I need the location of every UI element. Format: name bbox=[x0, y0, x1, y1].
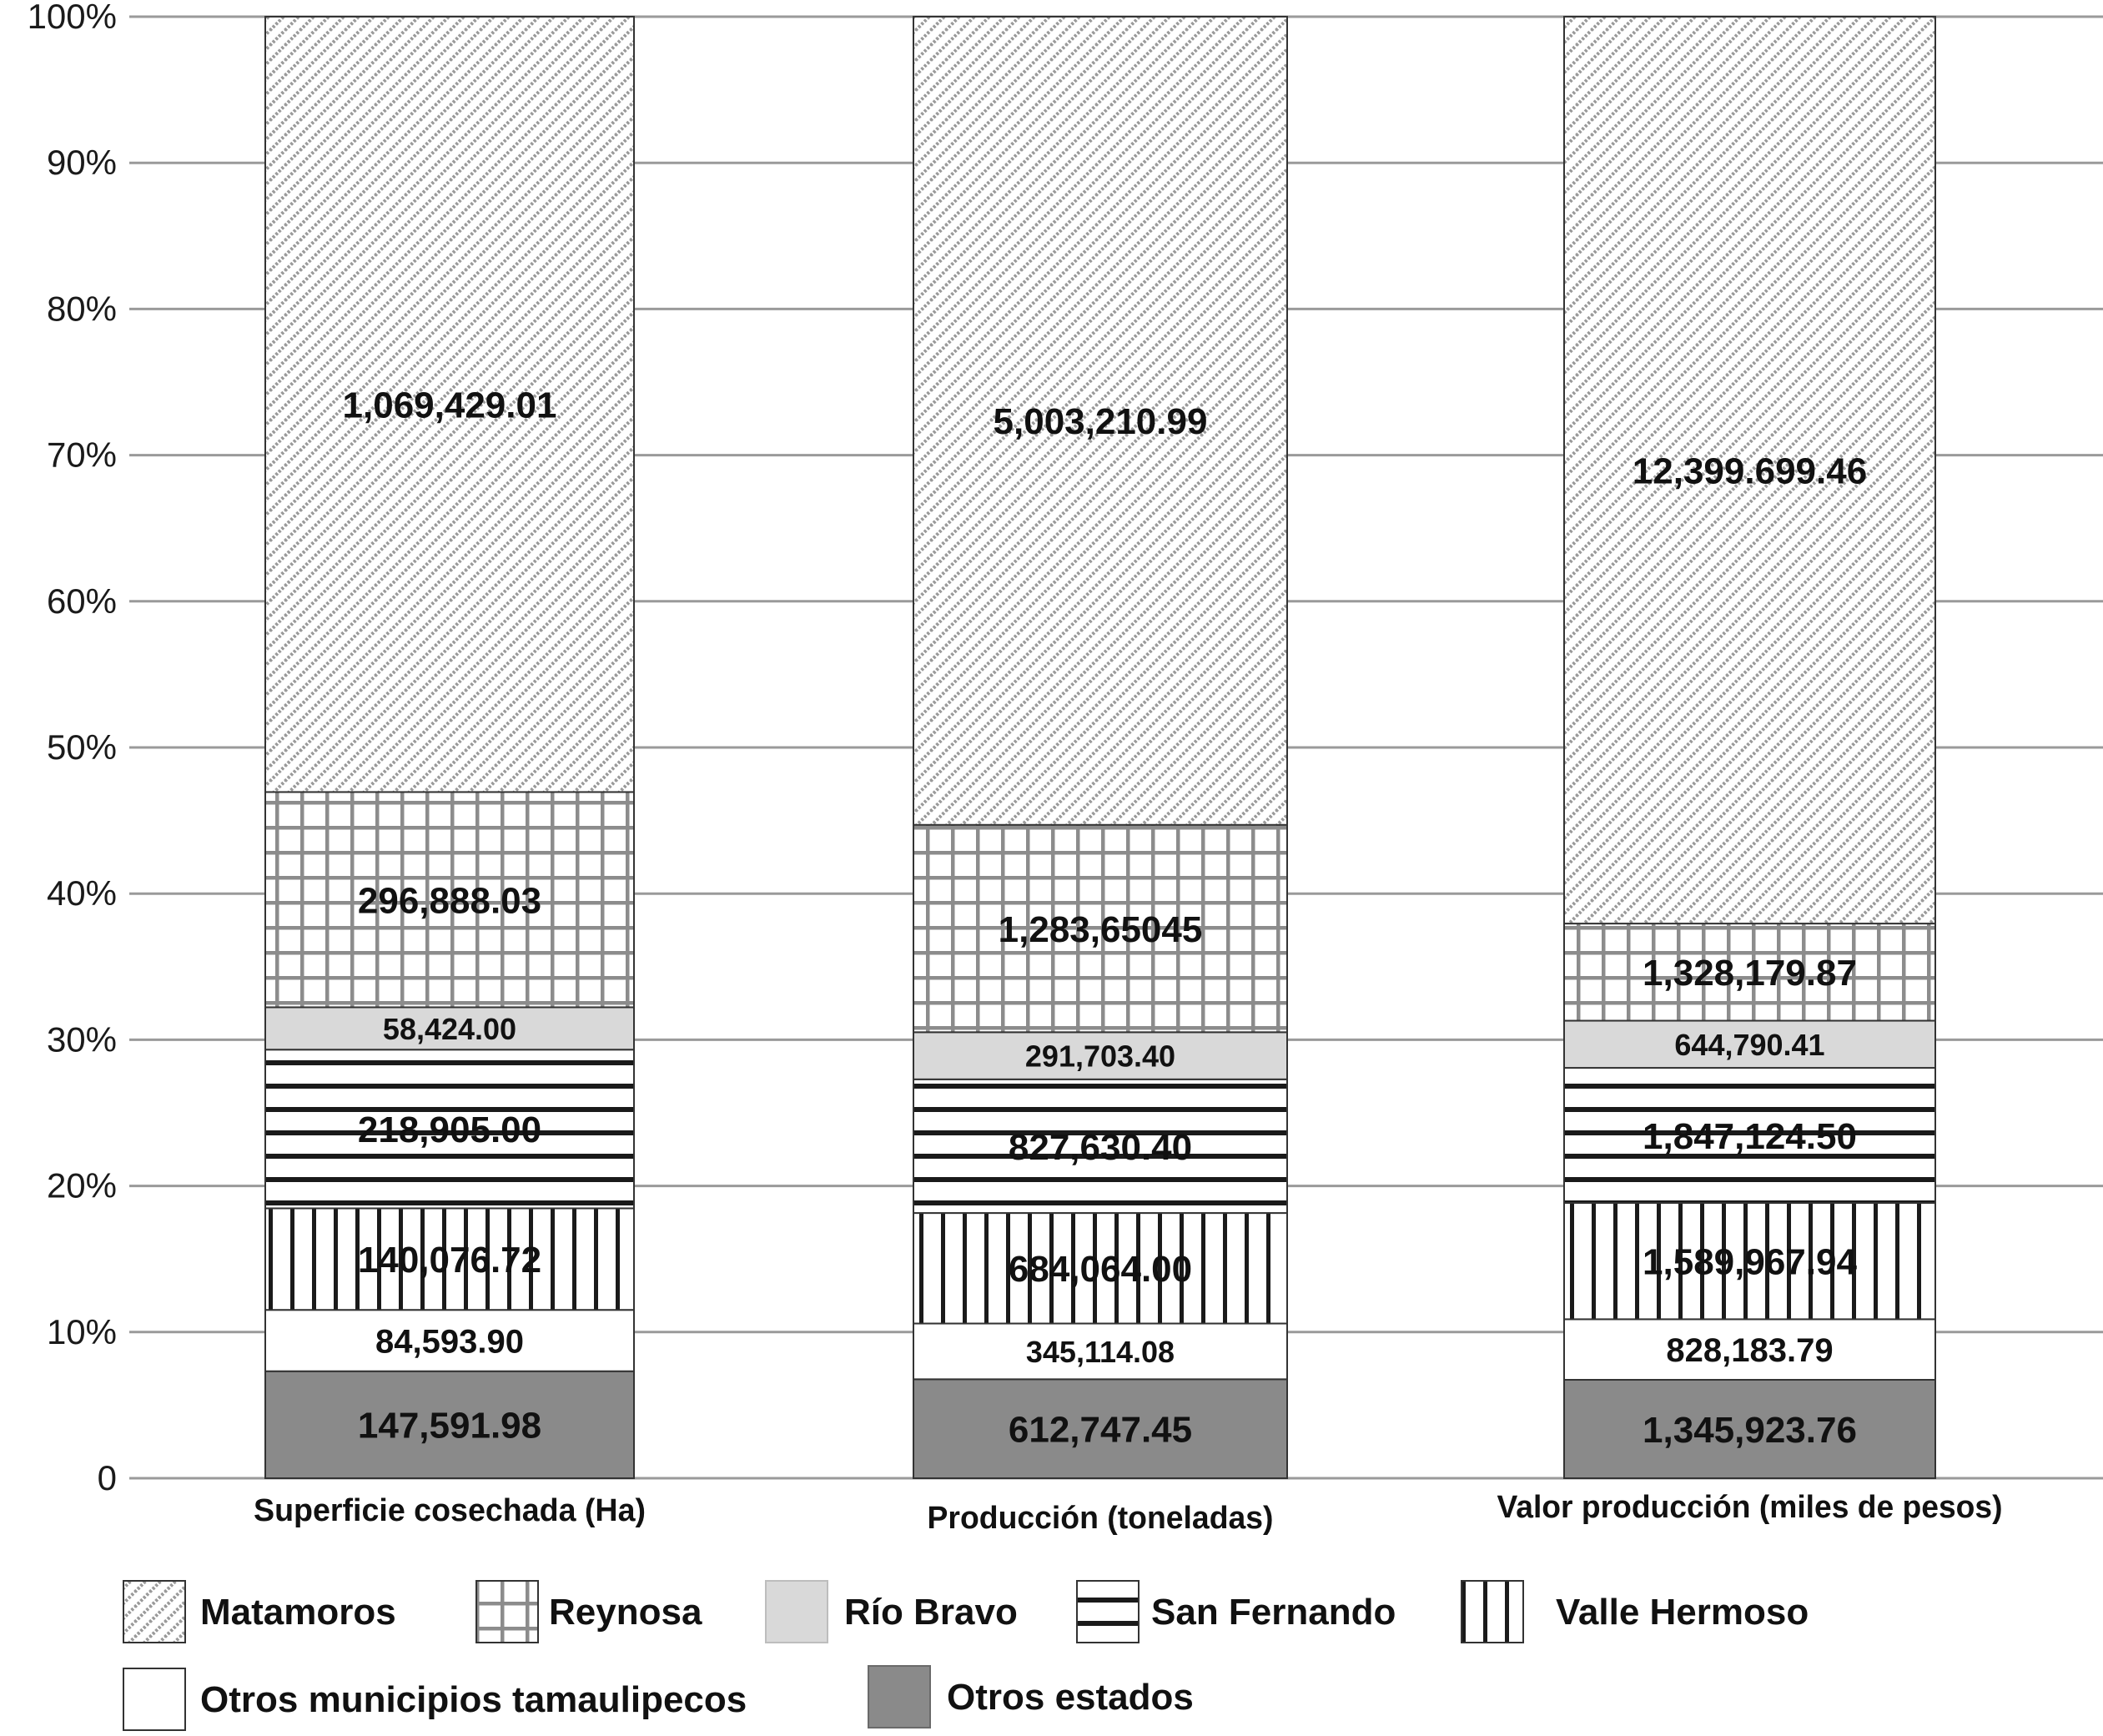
bar-segment-otros-estados bbox=[913, 1378, 1288, 1480]
bar-segment-otros-municipios-tamaulipecos bbox=[913, 1322, 1288, 1381]
data-label-otros-municipios-tamaulipecos: 84,593.90 bbox=[375, 1323, 524, 1360]
data-label-reynosa: 1,283,65045 bbox=[999, 909, 1203, 950]
data-label-matamoros: 5,003,210.99 bbox=[994, 401, 1208, 442]
bar-segment-otros-estados bbox=[1563, 1379, 1936, 1480]
bars bbox=[264, 16, 1936, 1480]
legend-swatch-rio-bravo bbox=[765, 1580, 828, 1643]
legend-label-otros-municipios-tamaulipecos: Otros municipios tamaulipecos bbox=[200, 1679, 747, 1720]
data-label-otros-estados: 612,747.45 bbox=[1009, 1410, 1192, 1451]
legend-swatch-otros-estados bbox=[868, 1665, 931, 1728]
data-label-reynosa: 1,328,179.87 bbox=[1643, 953, 1857, 994]
data-label-matamoros: 12,399.699.46 bbox=[1633, 450, 1867, 491]
data-label-otros-municipios-tamaulipecos: 345,114.08 bbox=[1026, 1335, 1175, 1369]
bar-segment-otros-municipios-tamaulipecos bbox=[1563, 1318, 1936, 1381]
legend-label-reynosa: Reynosa bbox=[549, 1592, 702, 1633]
data-label-san-fernando: 827,630.40 bbox=[1009, 1127, 1192, 1168]
category-labels: Superficie cosechada (Ha) Producción (ton… bbox=[254, 1490, 2003, 1536]
y-tick-label: 70% bbox=[47, 435, 117, 475]
data-label-valle-hermoso: 140,076.72 bbox=[358, 1240, 541, 1281]
y-tick-label: 100% bbox=[28, 0, 117, 36]
bar-segment-san-fernando bbox=[1563, 1067, 1936, 1205]
data-label-san-fernando: 218,905.00 bbox=[358, 1110, 541, 1150]
y-tick-label: 10% bbox=[47, 1312, 117, 1351]
legend-swatch-reynosa bbox=[475, 1580, 539, 1643]
y-tick-label: 80% bbox=[47, 289, 117, 328]
data-label-reynosa: 296,888.03 bbox=[358, 880, 541, 921]
bar-segment-san-fernando bbox=[264, 1049, 635, 1210]
bar-segment-otros-municipios-tamaulipecos bbox=[264, 1309, 635, 1372]
data-label-rio-bravo: 644,790.41 bbox=[1674, 1028, 1824, 1062]
data-label-otros-estados: 1,345,923.76 bbox=[1643, 1410, 1857, 1451]
data-label-san-fernando: 1,847,124.50 bbox=[1643, 1116, 1857, 1157]
legend-swatch-otros-municipios-tamaulipecos bbox=[123, 1668, 186, 1731]
legend-label-matamoros: Matamoros bbox=[200, 1592, 396, 1633]
bar-segment-rio-bravo bbox=[1563, 1019, 1936, 1069]
bar-segment-reynosa bbox=[264, 791, 635, 1009]
bar-segment-otros-estados bbox=[264, 1370, 635, 1480]
legend-label-otros-estados: Otros estados bbox=[947, 1677, 1194, 1718]
category-label: Valor producción (miles de pesos) bbox=[1497, 1490, 2003, 1525]
data-label-rio-bravo: 291,703.40 bbox=[1025, 1039, 1175, 1074]
y-tick-label: 20% bbox=[47, 1166, 117, 1205]
data-label-rio-bravo: 58,424.00 bbox=[383, 1012, 516, 1046]
category-label: Producción (toneladas) bbox=[928, 1501, 1274, 1536]
data-label-valle-hermoso: 684,064.00 bbox=[1009, 1249, 1192, 1290]
bar-segment-reynosa bbox=[1563, 923, 1936, 1022]
y-axis: 0 10% 20% 30% 40% 50% 60% 70% 80% 90% 100% bbox=[28, 0, 117, 1497]
bar-segment-matamoros bbox=[1563, 16, 1936, 925]
legend-label-valle-hermoso: Valle Hermoso bbox=[1556, 1592, 1809, 1633]
data-labels: 147,591.98 84,593.90 140,076.72 218,905.00 5… bbox=[343, 385, 1868, 1451]
legend: Matamoros Reynosa Río Bravo San Fernando Val… bbox=[123, 1580, 1809, 1731]
legend-swatch-san-fernando bbox=[1076, 1580, 1140, 1643]
legend-label-san-fernando: San Fernando bbox=[1151, 1592, 1396, 1633]
bar-segment-valle-hermoso bbox=[913, 1212, 1288, 1325]
bar-segment-reynosa bbox=[913, 823, 1288, 1034]
bar-segment-san-fernando bbox=[913, 1078, 1288, 1215]
y-tick-label: 50% bbox=[47, 727, 117, 767]
category-label: Superficie cosechada (Ha) bbox=[254, 1493, 646, 1528]
bar-segment-rio-bravo bbox=[264, 1006, 635, 1051]
data-label-otros-municipios-tamaulipecos: 828,183.79 bbox=[1666, 1332, 1833, 1369]
y-tick-label: 30% bbox=[47, 1019, 117, 1059]
y-tick-label: 0 bbox=[98, 1458, 117, 1497]
legend-swatch-matamoros bbox=[123, 1580, 186, 1643]
y-tick-label: 90% bbox=[47, 143, 117, 182]
bar-segment-valle-hermoso bbox=[1563, 1202, 1936, 1321]
y-tick-label: 60% bbox=[47, 581, 117, 621]
data-label-valle-hermoso: 1,589,967.94 bbox=[1643, 1242, 1857, 1283]
bar-segment-matamoros bbox=[264, 16, 635, 793]
bar-segment-rio-bravo bbox=[913, 1031, 1288, 1080]
bar-segment-matamoros bbox=[913, 16, 1288, 826]
legend-label-rio-bravo: Río Bravo bbox=[844, 1592, 1018, 1633]
legend-swatch-valle-hermoso bbox=[1461, 1580, 1524, 1643]
bar-segment-valle-hermoso bbox=[264, 1207, 635, 1311]
y-tick-label: 40% bbox=[47, 873, 117, 913]
data-label-matamoros: 1,069,429.01 bbox=[343, 385, 557, 426]
data-label-otros-estados: 147,591.98 bbox=[358, 1406, 541, 1447]
